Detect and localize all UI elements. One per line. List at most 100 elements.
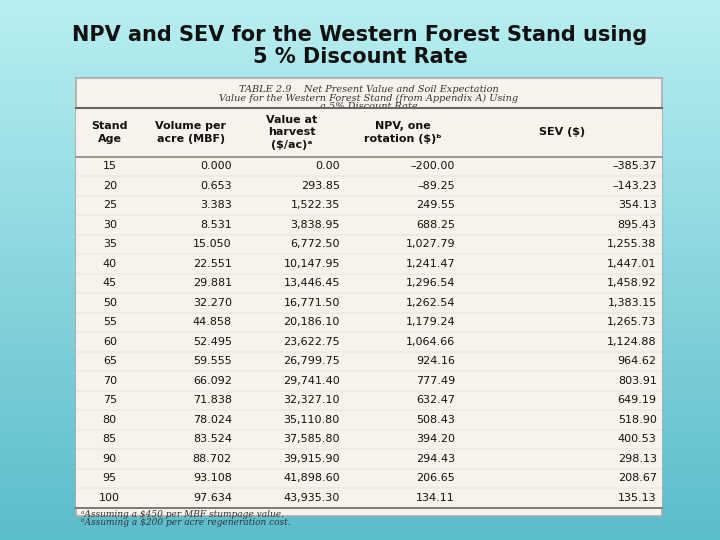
Text: –143.23: –143.23: [612, 181, 657, 191]
Text: Value at
harvest
($/ac)ᵃ: Value at harvest ($/ac)ᵃ: [266, 115, 318, 150]
Text: 1,124.88: 1,124.88: [607, 337, 657, 347]
Text: 30: 30: [103, 220, 117, 230]
Bar: [0, 108, 720, 113]
Bar: [0, 184, 720, 189]
Text: 354.13: 354.13: [618, 200, 657, 211]
Text: 1,296.54: 1,296.54: [405, 278, 455, 288]
Bar: [0, 59, 720, 65]
Text: –89.25: –89.25: [418, 181, 455, 191]
Bar: [0, 157, 720, 162]
Bar: [0, 248, 720, 254]
Bar: [0, 286, 720, 292]
Text: 80: 80: [103, 415, 117, 425]
Text: 1,458.92: 1,458.92: [607, 278, 657, 288]
Text: 40: 40: [103, 259, 117, 269]
Text: 508.43: 508.43: [416, 415, 455, 425]
Bar: [0, 151, 720, 157]
Text: 1,262.54: 1,262.54: [405, 298, 455, 308]
Bar: [0, 491, 720, 497]
Text: 294.43: 294.43: [416, 454, 455, 464]
Bar: [0, 367, 720, 373]
Bar: [0, 292, 720, 297]
Text: 0.000: 0.000: [200, 161, 232, 171]
Text: 78.024: 78.024: [193, 415, 232, 425]
Text: 1,179.24: 1,179.24: [405, 318, 455, 327]
Text: NPV, one
rotation ($)ᵇ: NPV, one rotation ($)ᵇ: [364, 121, 442, 144]
Bar: [0, 103, 720, 108]
Text: 964.62: 964.62: [618, 356, 657, 366]
Bar: [0, 216, 720, 221]
Bar: [0, 22, 720, 27]
Bar: [0, 162, 720, 167]
Text: 5 % Discount Rate: 5 % Discount Rate: [253, 46, 467, 67]
Text: 134.11: 134.11: [416, 493, 455, 503]
Text: ᵃAssuming a $450 per MBF stumpage value.: ᵃAssuming a $450 per MBF stumpage value.: [81, 510, 284, 519]
Bar: [0, 383, 720, 389]
Text: TABLE 2.9    Net Present Value and Soil Expectation: TABLE 2.9 Net Present Value and Soil Exp…: [239, 85, 498, 94]
Bar: [0, 92, 720, 97]
Bar: [0, 65, 720, 70]
Text: 23,622.75: 23,622.75: [283, 337, 340, 347]
Text: 22.551: 22.551: [193, 259, 232, 269]
Text: 45: 45: [103, 278, 117, 288]
Text: 97.634: 97.634: [193, 493, 232, 503]
Bar: [0, 356, 720, 362]
Bar: [0, 11, 720, 16]
Bar: [0, 405, 720, 410]
Bar: [0, 351, 720, 356]
Text: 688.25: 688.25: [416, 220, 455, 230]
Bar: [0, 400, 720, 405]
Text: 394.20: 394.20: [416, 434, 455, 444]
Bar: [0, 119, 720, 124]
Text: 0.653: 0.653: [200, 181, 232, 191]
Text: 29.881: 29.881: [193, 278, 232, 288]
Bar: [0, 410, 720, 416]
Text: 298.13: 298.13: [618, 454, 657, 464]
Bar: [0, 281, 720, 286]
Text: NPV and SEV for the Western Forest Stand using: NPV and SEV for the Western Forest Stand…: [73, 25, 647, 45]
Bar: [0, 38, 720, 43]
Text: 1,265.73: 1,265.73: [607, 318, 657, 327]
Text: 1,522.35: 1,522.35: [290, 200, 340, 211]
Text: 400.53: 400.53: [618, 434, 657, 444]
Bar: [0, 243, 720, 248]
Text: 135.13: 135.13: [618, 493, 657, 503]
Bar: [0, 308, 720, 313]
Bar: [0, 443, 720, 448]
Text: 1,447.01: 1,447.01: [607, 259, 657, 269]
Bar: [0, 97, 720, 103]
Text: 59.555: 59.555: [193, 356, 232, 366]
Text: 43,935.30: 43,935.30: [284, 493, 340, 503]
Text: ᵇAssuming a $200 per acre regeneration cost.: ᵇAssuming a $200 per acre regeneration c…: [81, 518, 291, 528]
Text: 50: 50: [103, 298, 117, 308]
Text: 518.90: 518.90: [618, 415, 657, 425]
Bar: [0, 194, 720, 200]
Text: –200.00: –200.00: [410, 161, 455, 171]
Bar: [0, 324, 720, 329]
Text: 37,585.80: 37,585.80: [284, 434, 340, 444]
Text: SEV ($): SEV ($): [539, 127, 585, 137]
Bar: [0, 189, 720, 194]
Bar: [0, 221, 720, 227]
Bar: [0, 486, 720, 491]
Text: 88.702: 88.702: [193, 454, 232, 464]
Bar: [0, 167, 720, 173]
Text: 1,027.79: 1,027.79: [405, 239, 455, 249]
Text: 206.65: 206.65: [416, 474, 455, 483]
Bar: [0, 86, 720, 92]
Text: a 5% Discount Rate: a 5% Discount Rate: [320, 102, 418, 111]
Text: Volume per
acre (MBF): Volume per acre (MBF): [156, 121, 226, 144]
Text: 39,915.90: 39,915.90: [284, 454, 340, 464]
Bar: [0, 32, 720, 38]
Text: 3.383: 3.383: [200, 200, 232, 211]
Text: 1,241.47: 1,241.47: [405, 259, 455, 269]
Text: 0.00: 0.00: [315, 161, 340, 171]
Bar: [0, 378, 720, 383]
Bar: [0, 200, 720, 205]
Bar: [0, 362, 720, 367]
Bar: [0, 211, 720, 216]
Text: 1,064.66: 1,064.66: [406, 337, 455, 347]
Text: 29,741.40: 29,741.40: [283, 376, 340, 386]
Bar: [0, 475, 720, 481]
Text: 803.91: 803.91: [618, 376, 657, 386]
